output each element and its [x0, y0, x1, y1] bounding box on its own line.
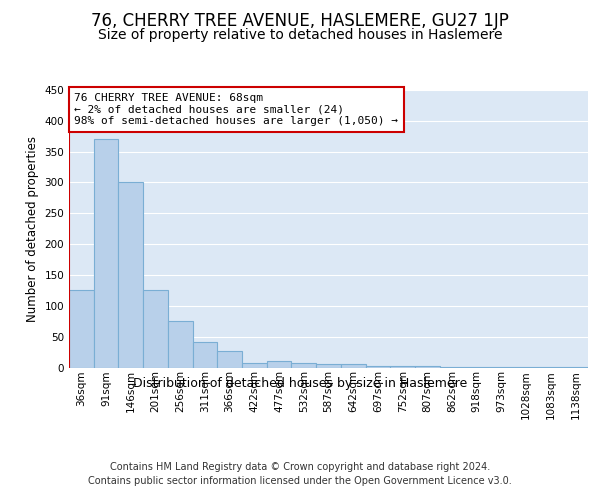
Text: Size of property relative to detached houses in Haslemere: Size of property relative to detached ho… — [98, 28, 502, 42]
Bar — [415, 366, 440, 368]
Bar — [514, 367, 539, 368]
Bar — [464, 367, 489, 368]
Y-axis label: Number of detached properties: Number of detached properties — [26, 136, 39, 322]
Bar — [390, 366, 415, 368]
Bar — [365, 366, 390, 368]
Bar — [168, 322, 193, 368]
Bar — [193, 342, 217, 367]
Bar — [267, 362, 292, 368]
Text: 76, CHERRY TREE AVENUE, HASLEMERE, GU27 1JP: 76, CHERRY TREE AVENUE, HASLEMERE, GU27 … — [91, 12, 509, 30]
Bar — [94, 140, 118, 368]
Bar — [489, 367, 514, 368]
Text: Contains HM Land Registry data © Crown copyright and database right 2024.: Contains HM Land Registry data © Crown c… — [110, 462, 490, 472]
Bar — [69, 290, 94, 368]
Text: Contains public sector information licensed under the Open Government Licence v3: Contains public sector information licen… — [88, 476, 512, 486]
Bar — [217, 351, 242, 368]
Bar — [242, 362, 267, 368]
Bar — [316, 364, 341, 368]
Text: Distribution of detached houses by size in Haslemere: Distribution of detached houses by size … — [133, 378, 467, 390]
Text: 76 CHERRY TREE AVENUE: 68sqm
← 2% of detached houses are smaller (24)
98% of sem: 76 CHERRY TREE AVENUE: 68sqm ← 2% of det… — [74, 93, 398, 126]
Bar — [563, 367, 588, 368]
Bar — [292, 362, 316, 368]
Bar — [143, 290, 168, 368]
Bar — [539, 367, 563, 368]
Bar — [440, 367, 464, 368]
Bar — [341, 364, 365, 368]
Bar — [118, 182, 143, 368]
